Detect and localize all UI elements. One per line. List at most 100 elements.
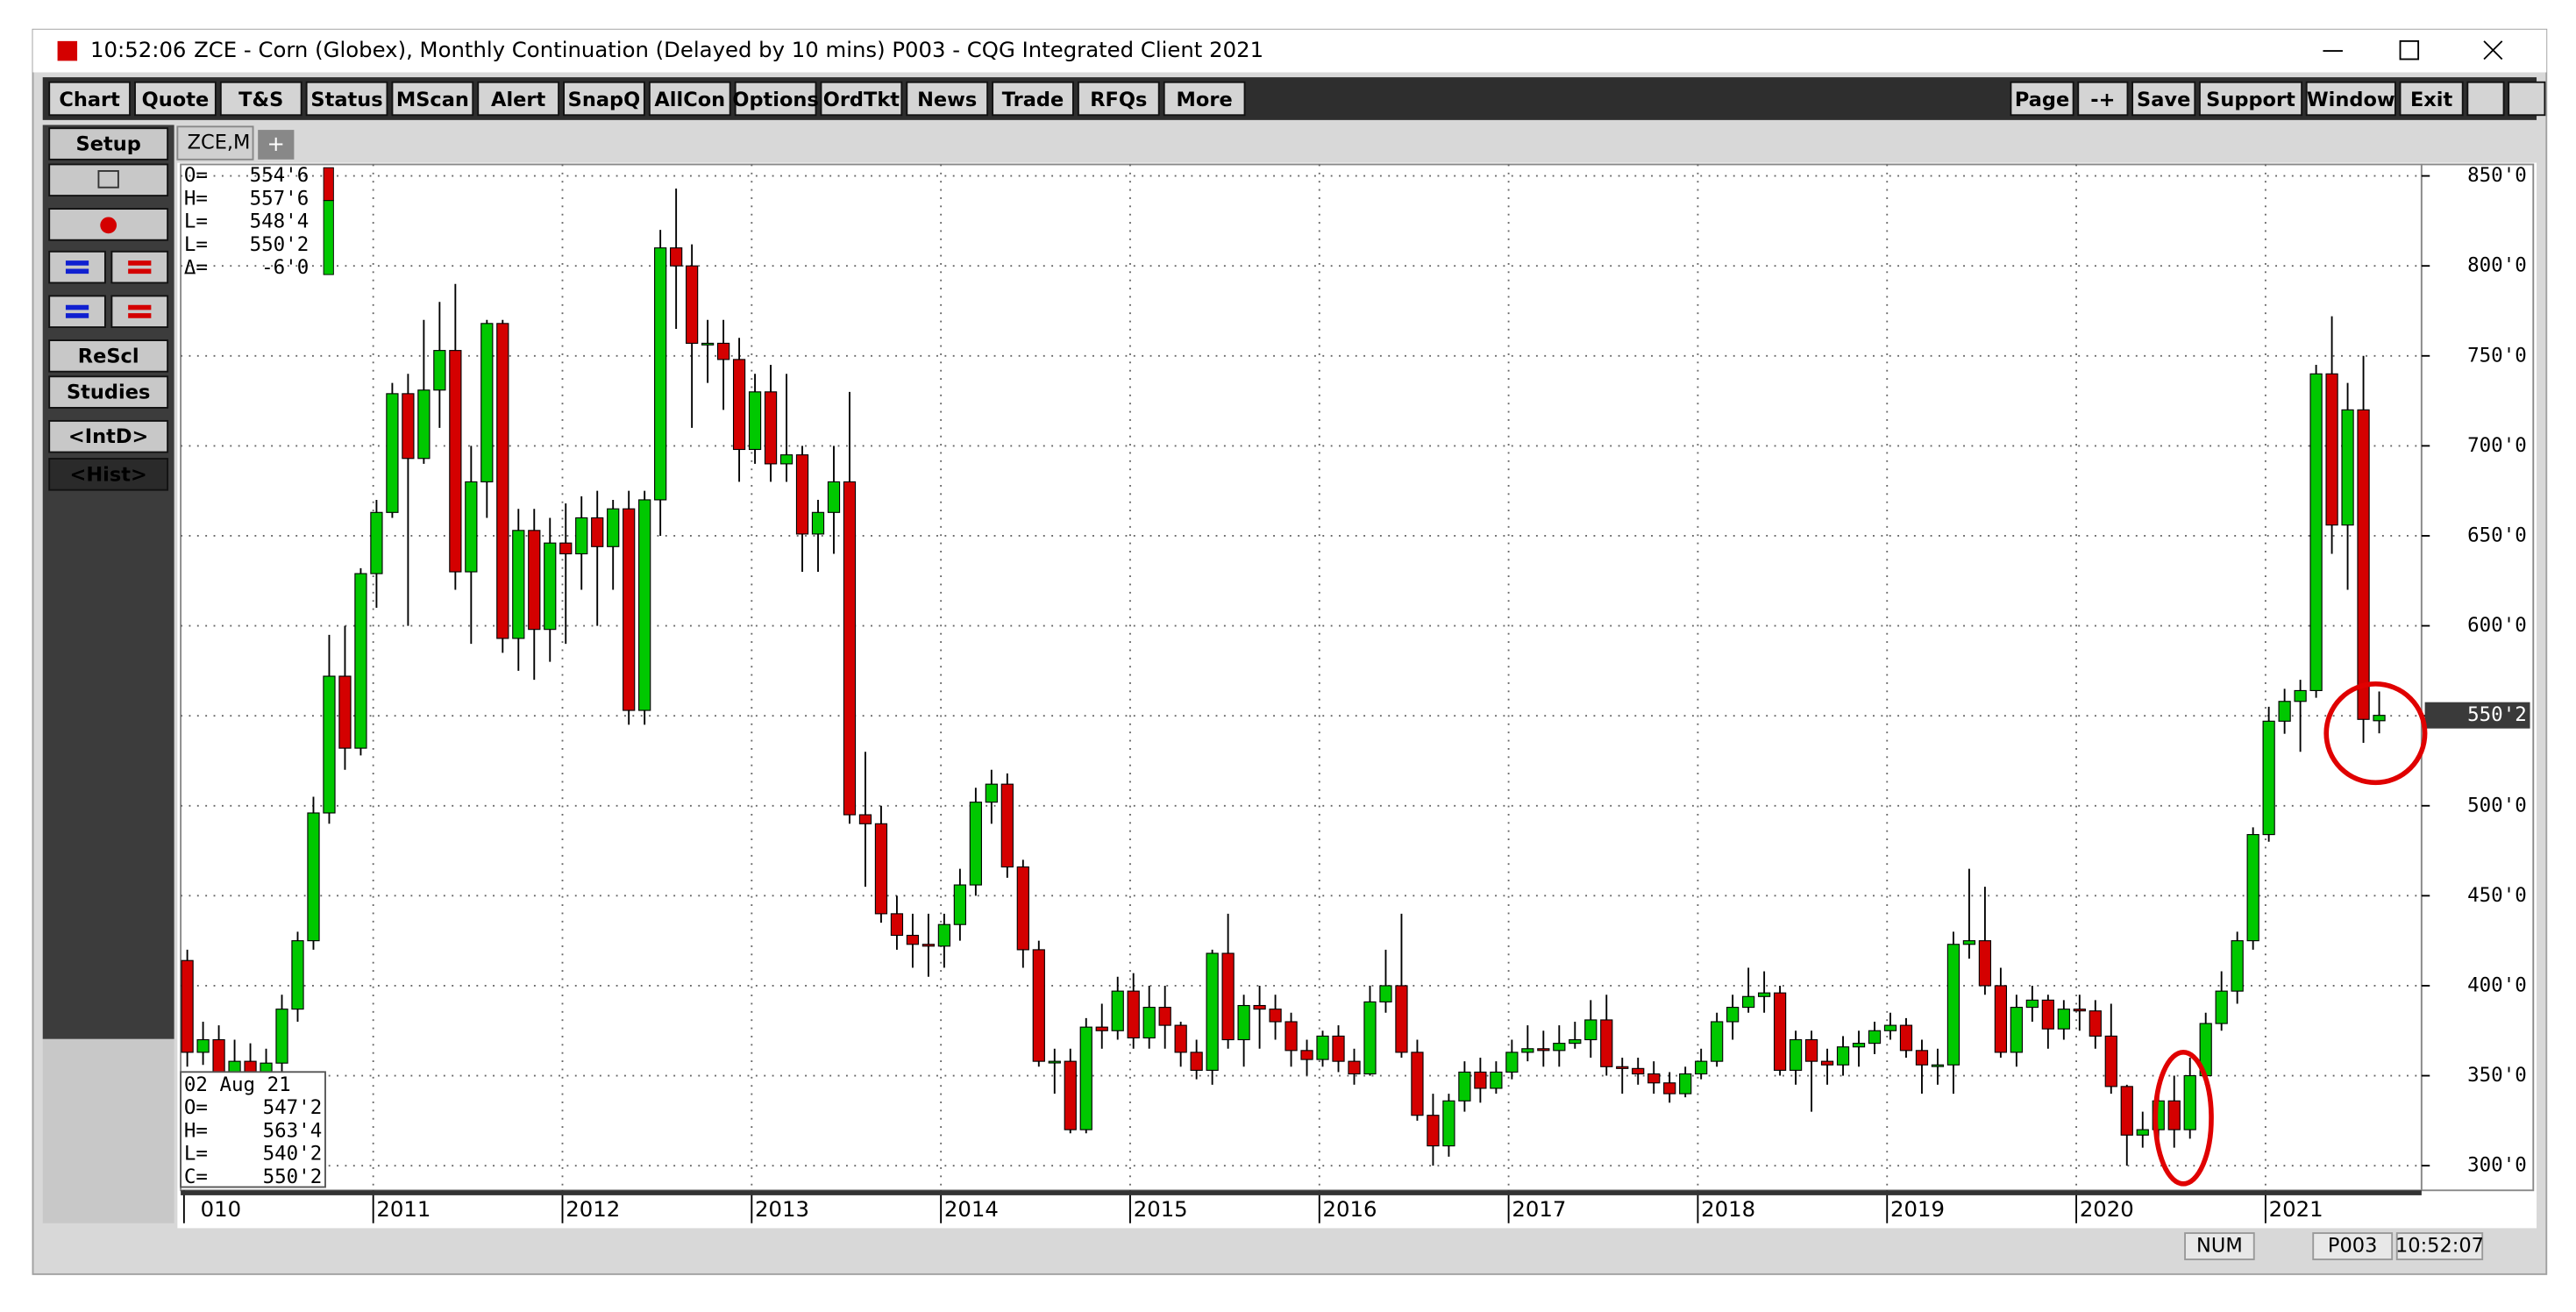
info-value: 563'4 bbox=[263, 1119, 323, 1142]
candle-body bbox=[716, 342, 730, 360]
info-value: 557'6 bbox=[250, 187, 310, 210]
y-axis bbox=[2420, 163, 2535, 1192]
toolbar-button[interactable] bbox=[305, 81, 388, 117]
toolbar-button[interactable] bbox=[2077, 81, 2129, 117]
candle-body bbox=[417, 389, 431, 460]
candle-body bbox=[575, 517, 588, 555]
candle-body bbox=[354, 573, 367, 749]
candle-body bbox=[748, 391, 762, 451]
sidebar-buttons: Setup ReScl Studies <IntD> <Hist> bbox=[48, 127, 169, 491]
toolbar-button-label: Exit bbox=[2410, 89, 2453, 111]
toolbar-button-label: RFQs bbox=[1090, 89, 1147, 111]
candle-body bbox=[1804, 1038, 1818, 1062]
toolbar-button[interactable] bbox=[391, 81, 474, 117]
sidebar-button[interactable] bbox=[48, 458, 169, 491]
status-clock: 10:52:07 bbox=[2395, 1235, 2484, 1258]
sidebar-button[interactable] bbox=[48, 127, 169, 160]
candle-body bbox=[1647, 1073, 1661, 1084]
info-label: Δ= bbox=[184, 256, 208, 279]
candle-body bbox=[591, 517, 604, 547]
candle-body bbox=[370, 511, 383, 574]
candle-body bbox=[1332, 1035, 1345, 1062]
toolbar-button[interactable] bbox=[48, 81, 131, 117]
toolbar-button[interactable] bbox=[2131, 81, 2196, 117]
toolbar-button[interactable] bbox=[219, 81, 302, 117]
toolbar-button[interactable] bbox=[820, 81, 903, 117]
candle-body bbox=[843, 481, 857, 816]
toolbar-button-label: Options bbox=[732, 89, 818, 111]
toolbar-button[interactable] bbox=[2305, 81, 2396, 117]
status-cell bbox=[2312, 1232, 2394, 1260]
toolbar-button-label: OrdTkt bbox=[823, 89, 900, 111]
candle-body bbox=[953, 884, 966, 925]
y-tick-label: 700'0 bbox=[2467, 434, 2527, 457]
candle-body bbox=[1632, 1067, 1645, 1075]
x-tick-label: 2021 bbox=[2269, 1196, 2323, 1222]
info-value: 548'4 bbox=[250, 210, 310, 233]
candle-body bbox=[1458, 1071, 1471, 1102]
toolbar-button[interactable] bbox=[563, 81, 645, 117]
toolbar-button[interactable] bbox=[992, 81, 1074, 117]
candle-body bbox=[1836, 1046, 1850, 1066]
x-tick-label: 010 bbox=[201, 1196, 241, 1222]
toolbar-button[interactable] bbox=[2198, 81, 2303, 117]
candle-body bbox=[1899, 1024, 1913, 1052]
candle-body bbox=[2278, 701, 2291, 722]
sidebar-button[interactable] bbox=[48, 163, 169, 197]
info-bar-red bbox=[323, 167, 334, 202]
candle-body bbox=[1978, 940, 1992, 987]
sidebar-button[interactable] bbox=[48, 375, 169, 409]
candle-body bbox=[1994, 985, 2008, 1053]
candle-body bbox=[670, 247, 683, 267]
candle-body bbox=[1379, 985, 1392, 1002]
candle-body bbox=[544, 542, 557, 631]
toolbar-button[interactable] bbox=[1163, 81, 1246, 117]
candle-body bbox=[1111, 990, 1124, 1031]
candle-body bbox=[2357, 409, 2370, 720]
icon-button[interactable] bbox=[48, 295, 106, 328]
toolbar-button[interactable] bbox=[477, 81, 560, 117]
info-value: 554'6 bbox=[250, 164, 310, 187]
toolbar-button[interactable] bbox=[2399, 81, 2464, 117]
toolbar-button-label: MScan bbox=[396, 89, 469, 111]
candle-body bbox=[1600, 1019, 1613, 1067]
candle-body bbox=[1127, 990, 1140, 1039]
toolbar-button-label: Save bbox=[2137, 89, 2190, 111]
icon-button[interactable] bbox=[110, 250, 169, 284]
candle-body bbox=[1427, 1115, 1440, 1147]
toolbar-button-label: Window bbox=[2307, 89, 2395, 111]
candle-body bbox=[1505, 1052, 1519, 1073]
status-cell bbox=[2184, 1232, 2255, 1260]
restore-button[interactable] bbox=[2466, 81, 2505, 117]
maximize[interactable] bbox=[2399, 39, 2420, 61]
candle-body bbox=[291, 940, 304, 1010]
candle-body bbox=[559, 542, 573, 555]
add-tab[interactable] bbox=[258, 130, 295, 160]
sidebar-button[interactable] bbox=[48, 419, 169, 453]
help-button[interactable] bbox=[2508, 81, 2546, 117]
sidebar-button[interactable] bbox=[48, 339, 169, 373]
toolbar-button[interactable] bbox=[2010, 81, 2074, 117]
page-indicator: P003 bbox=[2328, 1235, 2377, 1258]
toolbar-button-label: News bbox=[917, 89, 977, 111]
icon bbox=[65, 304, 89, 318]
toolbar-button-label: SnapQ bbox=[568, 89, 641, 111]
info-label: O= bbox=[184, 164, 208, 187]
toolbar-button[interactable] bbox=[734, 81, 817, 117]
toolbar-button[interactable] bbox=[648, 81, 731, 117]
x-tick-label: 2017 bbox=[1512, 1196, 1566, 1222]
info-value: 540'2 bbox=[263, 1143, 323, 1166]
toolbar-button-label: Alert bbox=[491, 89, 545, 111]
sidebar-bottom bbox=[42, 1038, 174, 1223]
toolbar-button[interactable] bbox=[1077, 81, 1160, 117]
candle-body bbox=[969, 802, 982, 886]
toolbar-button[interactable] bbox=[906, 81, 989, 117]
icon-button[interactable] bbox=[110, 295, 169, 328]
x-axis-strip bbox=[181, 1190, 2422, 1195]
candle-body bbox=[528, 530, 541, 631]
close[interactable] bbox=[2483, 40, 2503, 61]
candle-body bbox=[2089, 1010, 2102, 1037]
toolbar-button[interactable] bbox=[134, 81, 217, 117]
tab[interactable] bbox=[176, 125, 254, 160]
icon-button[interactable] bbox=[48, 250, 106, 284]
